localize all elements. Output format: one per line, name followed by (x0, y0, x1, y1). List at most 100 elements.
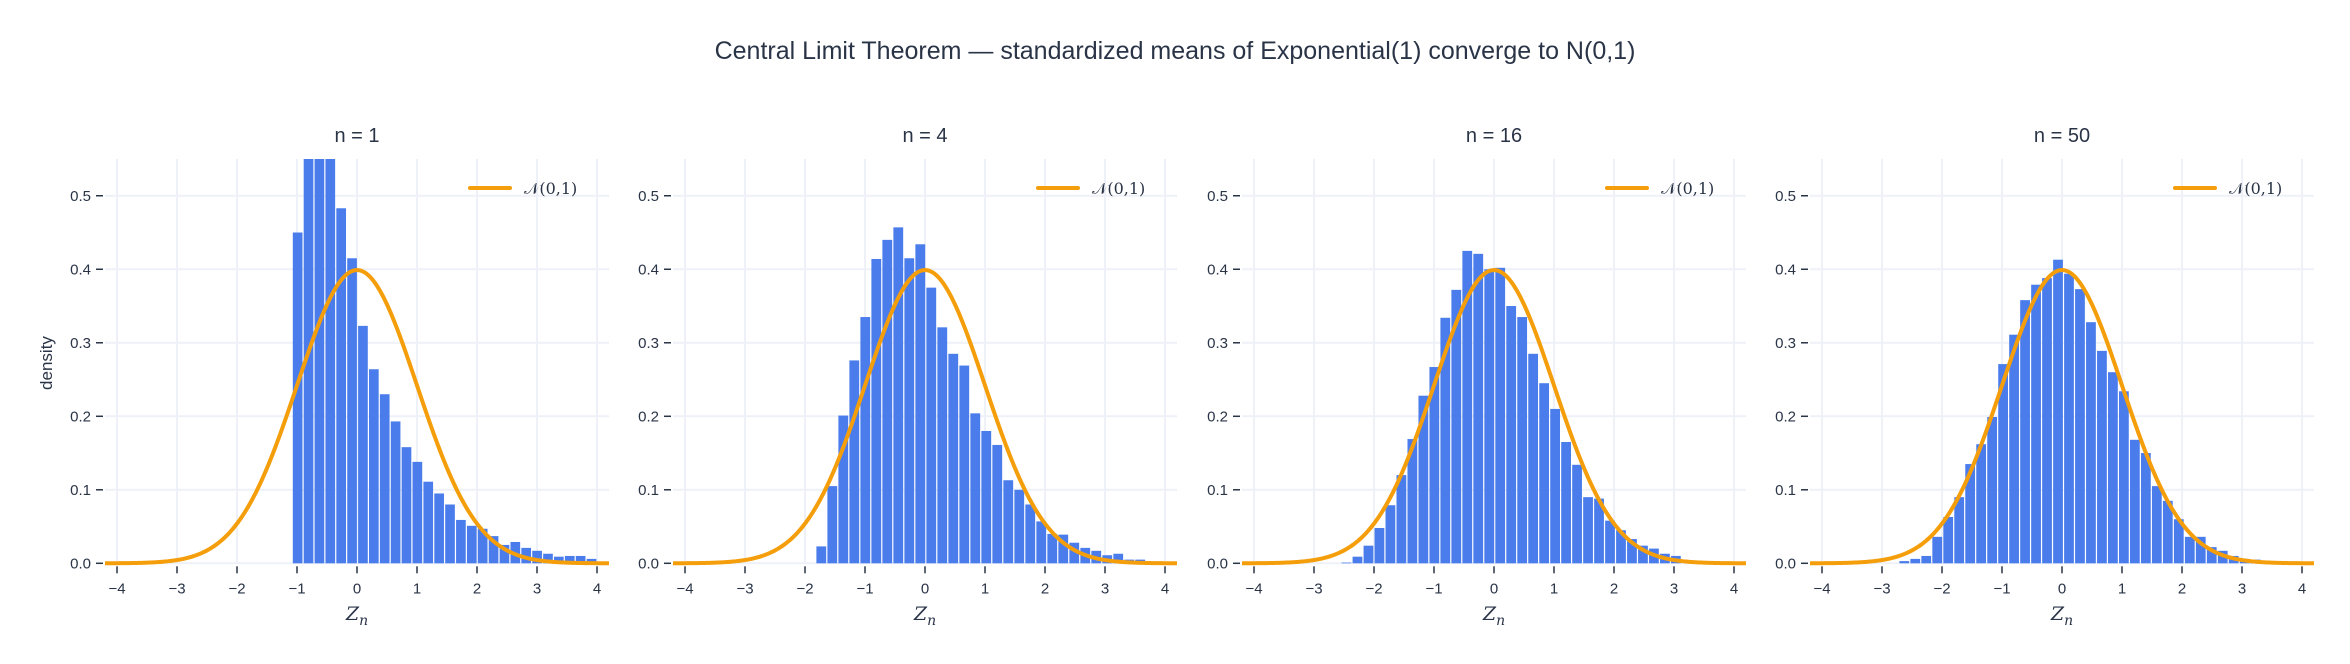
histogram-bar (992, 444, 1003, 564)
histogram-bar (445, 504, 455, 564)
histogram-bar (849, 360, 860, 564)
histogram-bar (2119, 391, 2129, 564)
histogram-bar (521, 547, 532, 564)
x-axis-label: Zn (345, 603, 368, 629)
histogram (816, 227, 1146, 564)
figure-title: Central Limit Theorem — standardized mea… (715, 37, 1636, 65)
x-tick-label: −4 (676, 580, 693, 597)
histogram-bar (2173, 519, 2184, 564)
y-tick-label: 0.2 (1775, 408, 1796, 425)
x-tick-label: −3 (1305, 580, 1322, 597)
histogram-bar (1069, 542, 1080, 564)
legend-label: 𝒩(0,1) (1092, 179, 1145, 198)
y-tick-label: 0.2 (1207, 408, 1228, 425)
histogram-bar (1550, 408, 1560, 564)
histogram-bar (1954, 497, 1965, 564)
x-tick-label: 2 (473, 580, 481, 597)
legend[interactable]: 𝒩(0,1) (1036, 179, 1145, 198)
histogram-bar (358, 325, 368, 564)
x-tick-label: 0 (1490, 580, 1498, 597)
x-axis-label-subscript: n (1496, 613, 1505, 629)
legend[interactable]: 𝒩(0,1) (1605, 179, 1714, 198)
y-tick-label: 0.4 (1207, 261, 1228, 278)
gridlines (105, 159, 609, 565)
y-tick-label: 0.5 (70, 188, 91, 205)
x-axis-label: Zn (1482, 603, 1505, 629)
x-axis-label-main: Z (913, 603, 928, 625)
x-axis-label: Zn (913, 603, 936, 629)
x-tick-label: 4 (1161, 580, 1169, 597)
x-tick-label: 1 (413, 580, 421, 597)
histogram-bar (543, 553, 553, 564)
histogram-bar (1605, 520, 1615, 564)
subplot-title: n = 50 (2034, 125, 2090, 147)
x-tick-label: 0 (2058, 580, 2066, 597)
histogram-bar (554, 556, 564, 564)
histogram-bar (1014, 489, 1025, 564)
x-tick-label: 2 (1610, 580, 1618, 597)
y-tick-label: 0.3 (1207, 335, 1228, 352)
legend-label: 𝒩(0,1) (1661, 179, 1714, 198)
y-tick-label: 0.1 (70, 482, 91, 499)
histogram-bar (2031, 284, 2041, 564)
legend-label: 𝒩(0,1) (2229, 179, 2282, 198)
y-tick-label: 0.5 (638, 188, 659, 205)
x-axis-label-main: Z (345, 603, 360, 625)
histogram-bar (2195, 536, 2206, 564)
subplot-title: n = 16 (1466, 125, 1522, 147)
histogram-bar (1910, 558, 1921, 564)
histogram-bar (2064, 273, 2074, 564)
histogram-bar (827, 486, 838, 564)
x-tick-label: 3 (1670, 580, 1678, 597)
histogram-bar (325, 159, 336, 564)
histogram-bar (970, 413, 981, 564)
histogram-bar (2042, 278, 2052, 564)
histogram-bar (564, 555, 575, 564)
histogram-bar (1976, 444, 1987, 564)
y-tick-label: 0.4 (1775, 261, 1796, 278)
x-tick-label: −3 (1873, 580, 1890, 597)
histogram-bar (904, 258, 915, 564)
legend-label: 𝒩(0,1) (524, 179, 577, 198)
normal-pdf-curve (1242, 268, 1746, 566)
y-tick-label: 0.0 (1775, 555, 1796, 572)
histogram-bar (347, 258, 357, 564)
subplot-panel-4: 0.0 0.1 0.2 0.3 0.4 0.5 −4 −3 −2 −1 0 1 2 3 4 n = 50 Zn 𝒩… (1775, 125, 2314, 629)
histogram-bar (2075, 289, 2085, 564)
x-tick-label: 4 (1730, 580, 1738, 597)
x-tick-label: −1 (856, 580, 873, 597)
histogram-bar (456, 519, 466, 564)
x-tick-label: −3 (736, 580, 753, 597)
x-tick-label: −1 (288, 580, 305, 597)
histogram-bar (466, 525, 477, 564)
histogram-bar (2162, 500, 2173, 564)
histogram-bar (1921, 555, 1932, 564)
legend[interactable]: 𝒩(0,1) (468, 179, 577, 198)
histogram-bar (314, 159, 325, 564)
histogram-bar (1616, 530, 1626, 564)
y-tick-label: 0.4 (638, 261, 659, 278)
histogram-bar (1429, 367, 1440, 564)
x-axis-label-subscript: n (359, 613, 368, 629)
histogram-bar (1572, 464, 1582, 564)
histogram-bar (1899, 561, 1910, 564)
histogram-bar (390, 421, 401, 564)
histogram-bar (1352, 556, 1363, 564)
y-tick-label: 0.4 (70, 261, 91, 278)
legend[interactable]: 𝒩(0,1) (2173, 179, 2282, 198)
histogram-bar (882, 239, 893, 564)
x-tick-label: 3 (2238, 580, 2246, 597)
y-tick-label: 0.5 (1775, 188, 1796, 205)
x-tick-label: −2 (796, 580, 813, 597)
histogram-bar (926, 287, 937, 564)
histogram-bar (1965, 464, 1976, 564)
y-tick-label: 0.1 (1207, 482, 1228, 499)
histogram-bar (336, 208, 347, 564)
histogram-bar (1385, 505, 1396, 564)
histogram-bar (292, 232, 303, 564)
y-tick-label: 0.1 (1775, 482, 1796, 499)
x-tick-label: −1 (1425, 580, 1442, 597)
x-tick-label: −4 (1813, 580, 1830, 597)
histogram-bar (2129, 439, 2140, 564)
histogram-bar (1036, 521, 1047, 564)
